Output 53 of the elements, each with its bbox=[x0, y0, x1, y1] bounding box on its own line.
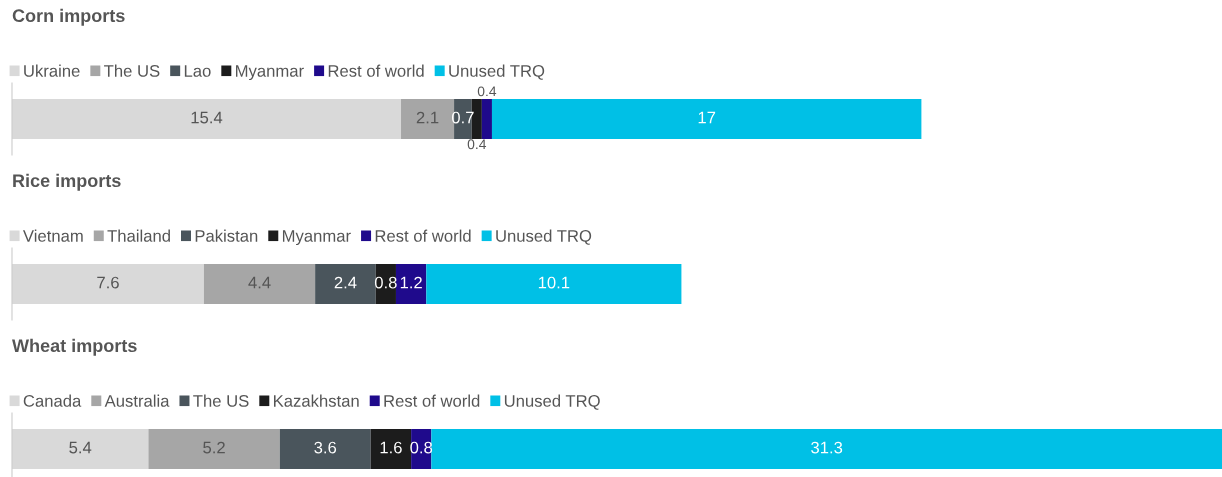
legend-label: Australia bbox=[104, 394, 170, 407]
bar bbox=[12, 99, 402, 139]
data-label: 0.7 bbox=[451, 111, 474, 124]
legend-label: Kazakhstan bbox=[274, 394, 359, 407]
data-label: 15.4 bbox=[191, 111, 223, 124]
chart-title: Corn imports bbox=[12, 8, 125, 26]
bar bbox=[203, 264, 316, 304]
data-label: 5.4 bbox=[69, 441, 92, 454]
data-label: 0.4 bbox=[477, 86, 497, 97]
legend-label: Unused TRQ bbox=[504, 394, 600, 410]
legend-label: The US bbox=[104, 64, 160, 77]
bar bbox=[370, 429, 412, 469]
bar bbox=[491, 99, 922, 139]
legend-label: Rest of world bbox=[375, 229, 471, 242]
data-label: 1.6 bbox=[380, 441, 402, 454]
data-label: 5.2 bbox=[203, 441, 225, 454]
bar bbox=[426, 264, 682, 304]
legend-label: Unused TRQ bbox=[449, 64, 545, 80]
data-label: 7.6 bbox=[97, 276, 119, 289]
bar bbox=[454, 99, 472, 139]
legend-label: Myanmar bbox=[282, 230, 351, 246]
chart-title: Wheat imports bbox=[12, 338, 137, 356]
legend-label: Rest of world bbox=[328, 64, 424, 77]
data-label: 0.8 bbox=[374, 276, 397, 289]
data-label: 0.4 bbox=[467, 139, 487, 150]
bar bbox=[481, 99, 492, 139]
data-label: 1.2 bbox=[400, 276, 422, 289]
legend-label: Myanmar bbox=[236, 65, 304, 81]
bar bbox=[279, 429, 371, 469]
legend-label: Thailand bbox=[107, 229, 170, 242]
bar bbox=[395, 264, 427, 304]
legend-label: Lao bbox=[184, 65, 211, 77]
bar bbox=[431, 429, 1222, 469]
bar bbox=[12, 264, 204, 304]
data-label: 3.6 bbox=[314, 441, 337, 454]
legend-label: Rest of world bbox=[384, 394, 480, 407]
legend-label: Unused TRQ bbox=[496, 229, 592, 245]
data-label: 31.3 bbox=[811, 441, 843, 454]
data-label: 17 bbox=[698, 111, 716, 124]
legend-label: The US bbox=[193, 394, 249, 407]
legend-label: Pakistan bbox=[195, 229, 258, 242]
bar bbox=[375, 264, 396, 304]
bar bbox=[12, 429, 149, 469]
bar bbox=[315, 264, 376, 304]
legend-label: Vietnam bbox=[22, 229, 83, 242]
data-label: 2.4 bbox=[334, 276, 357, 289]
data-label: 10.1 bbox=[538, 276, 570, 289]
chart-title: Rice imports bbox=[13, 173, 121, 191]
data-label: 4.4 bbox=[248, 276, 271, 289]
legend-label: Ukraine bbox=[24, 64, 80, 77]
bar bbox=[148, 429, 280, 469]
data-label: 2.1 bbox=[416, 111, 439, 124]
legend-label: Canada bbox=[23, 394, 82, 407]
